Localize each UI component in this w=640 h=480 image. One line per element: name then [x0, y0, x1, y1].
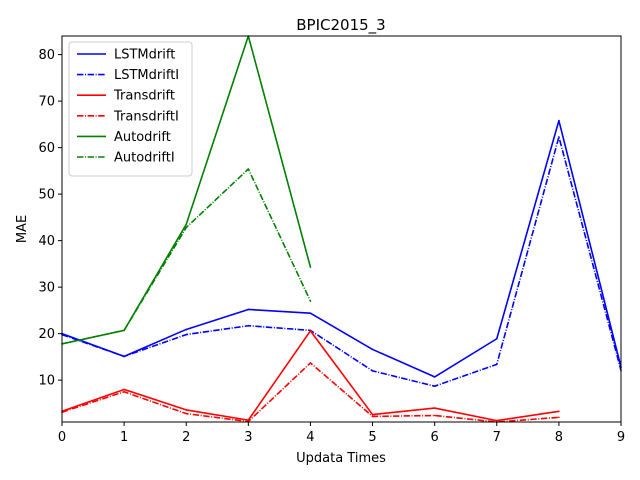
y-tick-label: 30 — [38, 281, 55, 296]
data-point-lstmdrift — [247, 308, 250, 311]
x-tick-label: 2 — [182, 430, 190, 445]
x-tick-label: 4 — [306, 430, 314, 445]
x-tick-label: 9 — [617, 430, 625, 445]
data-point-transdrift — [495, 419, 498, 422]
data-point-transdrifti — [371, 415, 374, 418]
x-tick-label: 6 — [431, 430, 439, 445]
data-point-autodrift — [185, 223, 188, 226]
x-tick-label: 1 — [120, 430, 128, 445]
data-point-lstmdrift — [558, 119, 560, 122]
legend-box — [68, 41, 193, 177]
data-point-autodrift — [309, 266, 312, 268]
plot-frame — [61, 35, 622, 423]
series-line-transdrift — [61, 330, 560, 422]
x-tick-label: 7 — [493, 430, 501, 445]
data-point-autodrifti — [247, 168, 250, 170]
x-axis-label: Updata Times — [296, 451, 386, 466]
data-point-lstmdrifti — [247, 324, 250, 327]
data-point-lstmdrifti — [433, 385, 436, 387]
series-line-lstmdrift — [61, 119, 622, 378]
data-point-transdrift — [433, 407, 436, 409]
x-tick-label: 5 — [368, 430, 376, 445]
data-point-transdrift — [123, 388, 125, 391]
series-line-transdrifti — [61, 362, 559, 423]
data-point-lstmdrift — [433, 376, 436, 378]
data-point-transdrift — [309, 330, 312, 332]
x-tick-label: 3 — [244, 430, 252, 445]
series-line-lstmdrifti — [61, 136, 622, 387]
data-point-transdrift — [558, 410, 560, 413]
legend-label: AutodriftI — [114, 151, 175, 166]
x-tick-label: 0 — [58, 430, 66, 445]
data-point-transdrifti — [309, 362, 312, 364]
y-tick-label: 10 — [38, 374, 55, 389]
data-point-transdrifti — [123, 390, 125, 393]
data-point-lstmdrifti — [371, 370, 374, 372]
chart-title: BPIC2015_3 — [296, 16, 385, 35]
data-point-autodrifti — [309, 300, 312, 302]
series-layer — [61, 35, 622, 423]
data-point-transdrifti — [558, 416, 560, 419]
data-point-lstmdrifti — [123, 355, 125, 358]
y-tick-label: 70 — [38, 95, 55, 110]
legend-label: LSTMdriftI — [114, 68, 179, 83]
y-tick-label: 20 — [38, 327, 55, 342]
y-tick-label: 80 — [38, 48, 55, 63]
data-point-transdrifti — [185, 412, 188, 415]
data-point-lstmdrift — [371, 348, 374, 351]
data-point-lstmdrifti — [558, 136, 560, 138]
legend-label: LSTMdrift — [114, 48, 175, 63]
data-point-autodrifti — [123, 329, 125, 332]
y-tick-label: 50 — [38, 188, 55, 203]
legend: LSTMdrift LSTMdriftI Transdrift TransdriftI… — [68, 41, 193, 177]
x-axis: 0 1 2 3 4 5 6 7 8 9 — [58, 422, 625, 445]
data-point-lstmdrift — [185, 328, 188, 331]
series-line-autodrifti — [61, 168, 312, 345]
legend-label: Transdrift — [113, 89, 175, 104]
data-point-transdrift — [371, 413, 374, 416]
y-tick-label: 40 — [38, 234, 55, 249]
y-axis: 10 20 30 40 50 60 70 80 — [38, 48, 62, 389]
data-point-lstmdrifti — [495, 363, 498, 366]
data-point-lstmdrift — [309, 312, 312, 314]
data-point-transdrifti — [433, 414, 436, 417]
data-point-autodrifti — [185, 226, 188, 229]
y-tick-label: 60 — [38, 141, 55, 156]
data-point-lstmdrift — [495, 337, 498, 340]
y-axis-label: MAE — [15, 215, 30, 243]
legend-label: Autodrift — [114, 130, 171, 145]
x-tick-label: 8 — [555, 430, 563, 445]
legend-label: TransdriftI — [113, 109, 179, 124]
data-point-lstmdrifti — [185, 333, 188, 336]
data-point-transdrift — [185, 409, 188, 411]
